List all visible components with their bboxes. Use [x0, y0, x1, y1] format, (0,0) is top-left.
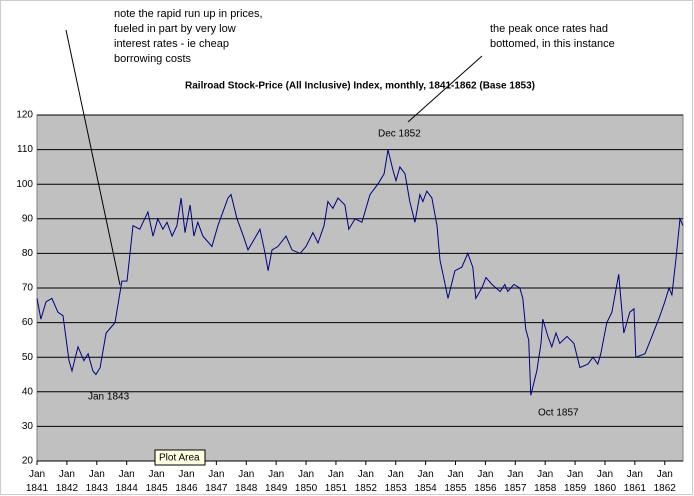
x-tick-label: Jan 1853 [384, 469, 407, 494]
x-tick-label: Jan 1854 [414, 469, 437, 494]
annotation-line: borrowing costs [114, 53, 192, 65]
x-tick-label: Jan 1843 [85, 469, 108, 494]
annotation-line: note the rapid run up in prices, [114, 8, 263, 20]
x-tick-label: Jan 1850 [294, 469, 318, 494]
y-tick-label: 30 [22, 421, 34, 432]
x-tick-label: Jan 1846 [175, 469, 198, 494]
y-tick-label: 110 [17, 144, 33, 155]
annotation-line: bottomed, in this instance [490, 38, 615, 50]
annotation-line: the peak once rates had [490, 23, 608, 35]
x-tick-label: Jan 1860 [593, 469, 617, 494]
point-label: Jan 1843 [88, 392, 130, 403]
x-tick-label: Jan 1851 [324, 469, 348, 494]
x-tick-label: Jan 1857 [504, 469, 527, 494]
y-tick-label: 60 [22, 317, 34, 328]
x-tick-label: Jan 1842 [55, 469, 79, 494]
y-tick-label: 100 [16, 179, 33, 190]
y-tick-label: 20 [22, 456, 34, 467]
x-tick-label: Jan 1841 [25, 469, 49, 494]
y-tick-label: 120 [16, 110, 33, 121]
x-tick-label: Jan 1845 [145, 469, 168, 494]
y-tick-label: 90 [22, 213, 34, 224]
annotation-arrow [65, 29, 121, 286]
x-tick-label: Jan 1862 [653, 469, 676, 494]
x-tick-label: Jan 1852 [354, 469, 377, 494]
x-tick-label: Jan 1858 [534, 469, 557, 494]
tooltip-box [154, 449, 206, 466]
y-tick-label: 40 [22, 386, 34, 397]
point-label: Oct 1857 [538, 408, 579, 419]
y-tick-label: 80 [22, 248, 34, 259]
x-tick-label: Jan 1856 [474, 469, 497, 494]
annotation-line: fueled in part by very low [114, 23, 236, 35]
x-tick-label: Jan 1844 [115, 469, 138, 494]
x-tick-label: Jan 1859 [563, 469, 587, 494]
tooltip: Plot Area [159, 453, 200, 464]
x-tick-label: Jan 1849 [265, 469, 288, 494]
x-tick-label: Jan 1855 [444, 469, 467, 494]
annotation-line: interest rates - ie cheap [114, 38, 229, 50]
x-tick-label: Jan 1847 [205, 469, 228, 494]
annotation-arrow [407, 55, 483, 123]
data-line [36, 149, 684, 396]
point-label: Dec 1852 [378, 129, 421, 140]
chart-title: Railroad Stock-Price (All Inclusive) Ind… [185, 81, 535, 92]
x-tick-label: Jan 1848 [235, 469, 258, 494]
y-tick-label: 50 [22, 352, 34, 363]
y-tick-label: 70 [22, 283, 34, 294]
x-tick-label: Jan 1861 [623, 469, 646, 494]
